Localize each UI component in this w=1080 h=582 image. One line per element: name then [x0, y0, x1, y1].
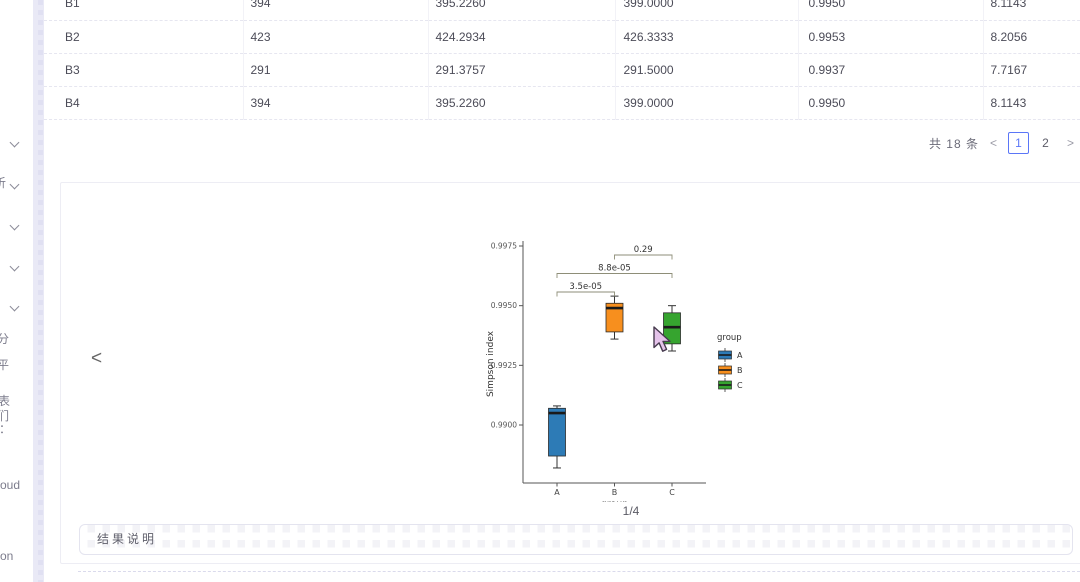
svg-text:C: C	[669, 488, 675, 497]
table-cell: 399.0000	[615, 0, 799, 21]
svg-text:B: B	[612, 488, 618, 497]
chevron-down-icon[interactable]	[9, 137, 20, 148]
table-cell: 426.3333	[615, 20, 799, 54]
result-note-label: 结果说明	[97, 532, 158, 546]
svg-text:group: group	[601, 499, 629, 502]
boxplot-chart: 0.9900 0.9925 0.9950 0.9975 Simpson index A B C…	[481, 236, 781, 510]
carousel-page-indicator: 1/4	[622, 504, 640, 518]
table-cell: 0.9937	[798, 53, 984, 87]
table-cell: 8.1143	[983, 0, 1080, 21]
table-cell: 7.7167	[983, 53, 1080, 87]
svg-text:A: A	[554, 488, 560, 497]
svg-text:0.9975: 0.9975	[491, 242, 517, 251]
table-cell: B2	[44, 20, 244, 54]
chevron-down-icon[interactable]	[9, 301, 20, 312]
table-cell: B4	[44, 86, 244, 120]
table-cell: 424.2934	[428, 20, 616, 54]
table-cell: 0.9953	[798, 20, 984, 54]
chart-panel: < 0.9900 0.9925 0.9950 0.9975 Simpson index A…	[60, 182, 1080, 564]
table-cell: 0.9950	[798, 0, 984, 21]
table-cell: 8.1143	[983, 86, 1080, 120]
pagination-next-icon[interactable]: >	[1066, 136, 1074, 150]
svg-text:Simpson index: Simpson index	[486, 330, 496, 397]
result-note-panel[interactable]: 结果说明	[79, 524, 1073, 555]
table-cell: 291	[243, 53, 429, 87]
left-sidebar-clipped: 析分平表们： oud on	[0, 0, 33, 582]
svg-text:0.9950: 0.9950	[491, 301, 517, 310]
sidebar-text-fragment: oud	[0, 478, 21, 492]
table-row: B2 423 424.2934 426.3333 0.9953 8.2056	[44, 20, 1080, 54]
table-cell: 394	[243, 0, 429, 21]
table-cell: 395.2260	[428, 0, 616, 21]
svg-text:3.5e-05: 3.5e-05	[569, 282, 602, 292]
table-row: B1 394 395.2260 399.0000 0.9950 8.1143	[44, 0, 1080, 21]
svg-text:A: A	[737, 351, 743, 360]
pagination-page-1[interactable]: 1	[1007, 132, 1029, 154]
svg-text:C: C	[737, 381, 743, 390]
svg-text:group: group	[717, 333, 742, 343]
alpha-diversity-table: B1 394 395.2260 399.0000 0.9950 8.1143 B2 423 42…	[44, 0, 1080, 120]
table-cell: 399.0000	[615, 86, 799, 120]
chevron-down-icon[interactable]	[9, 179, 20, 190]
sidebar-text-fragment: 分	[0, 332, 10, 346]
chevron-down-icon[interactable]	[9, 220, 20, 231]
table-cell: 0.9950	[798, 86, 984, 120]
sidebar-text-fragment: 平	[0, 358, 10, 372]
svg-text:0.29: 0.29	[634, 245, 653, 255]
table-row: B3 291 291.3757 291.5000 0.9937 7.7167	[44, 53, 1080, 87]
table-cell: 291.3757	[428, 53, 616, 87]
chevron-down-icon[interactable]	[9, 261, 20, 272]
sidebar-text-fragment: ：	[0, 422, 12, 436]
svg-text:0.9925: 0.9925	[491, 361, 517, 370]
svg-text:0.9900: 0.9900	[491, 421, 517, 430]
table-cell: B3	[44, 53, 244, 87]
svg-text:B: B	[737, 366, 743, 375]
collapsed-panel-divider	[78, 571, 1080, 572]
main-content: B1 394 395.2260 399.0000 0.9950 8.1143 B2 423 42…	[44, 0, 1080, 582]
sidebar-text-fragment: 析	[0, 176, 7, 190]
table-row: B4 394 395.2260 399.0000 0.9950 8.1143	[44, 86, 1080, 120]
pagination-prev-icon[interactable]: <	[989, 136, 997, 150]
pagination-total: 共 18 条	[928, 136, 979, 151]
sidebar-text-fragment: 表	[0, 394, 11, 408]
sidebar-divider-strip	[33, 0, 44, 582]
table-cell: B1	[44, 0, 244, 21]
table-cell: 423	[243, 20, 429, 54]
sidebar-text-fragment: on	[0, 549, 14, 563]
sidebar-text-fragment: 们	[0, 409, 10, 423]
table-cell: 394	[243, 86, 429, 120]
svg-text:8.8e-05: 8.8e-05	[598, 264, 631, 274]
table-cell: 395.2260	[428, 86, 616, 120]
pagination-page-2[interactable]: 2	[1042, 136, 1049, 150]
mouse-cursor	[653, 326, 671, 352]
table-cell: 8.2056	[983, 20, 1080, 54]
carousel-prev-button[interactable]: <	[91, 348, 103, 369]
table-cell: 291.5000	[615, 53, 799, 87]
